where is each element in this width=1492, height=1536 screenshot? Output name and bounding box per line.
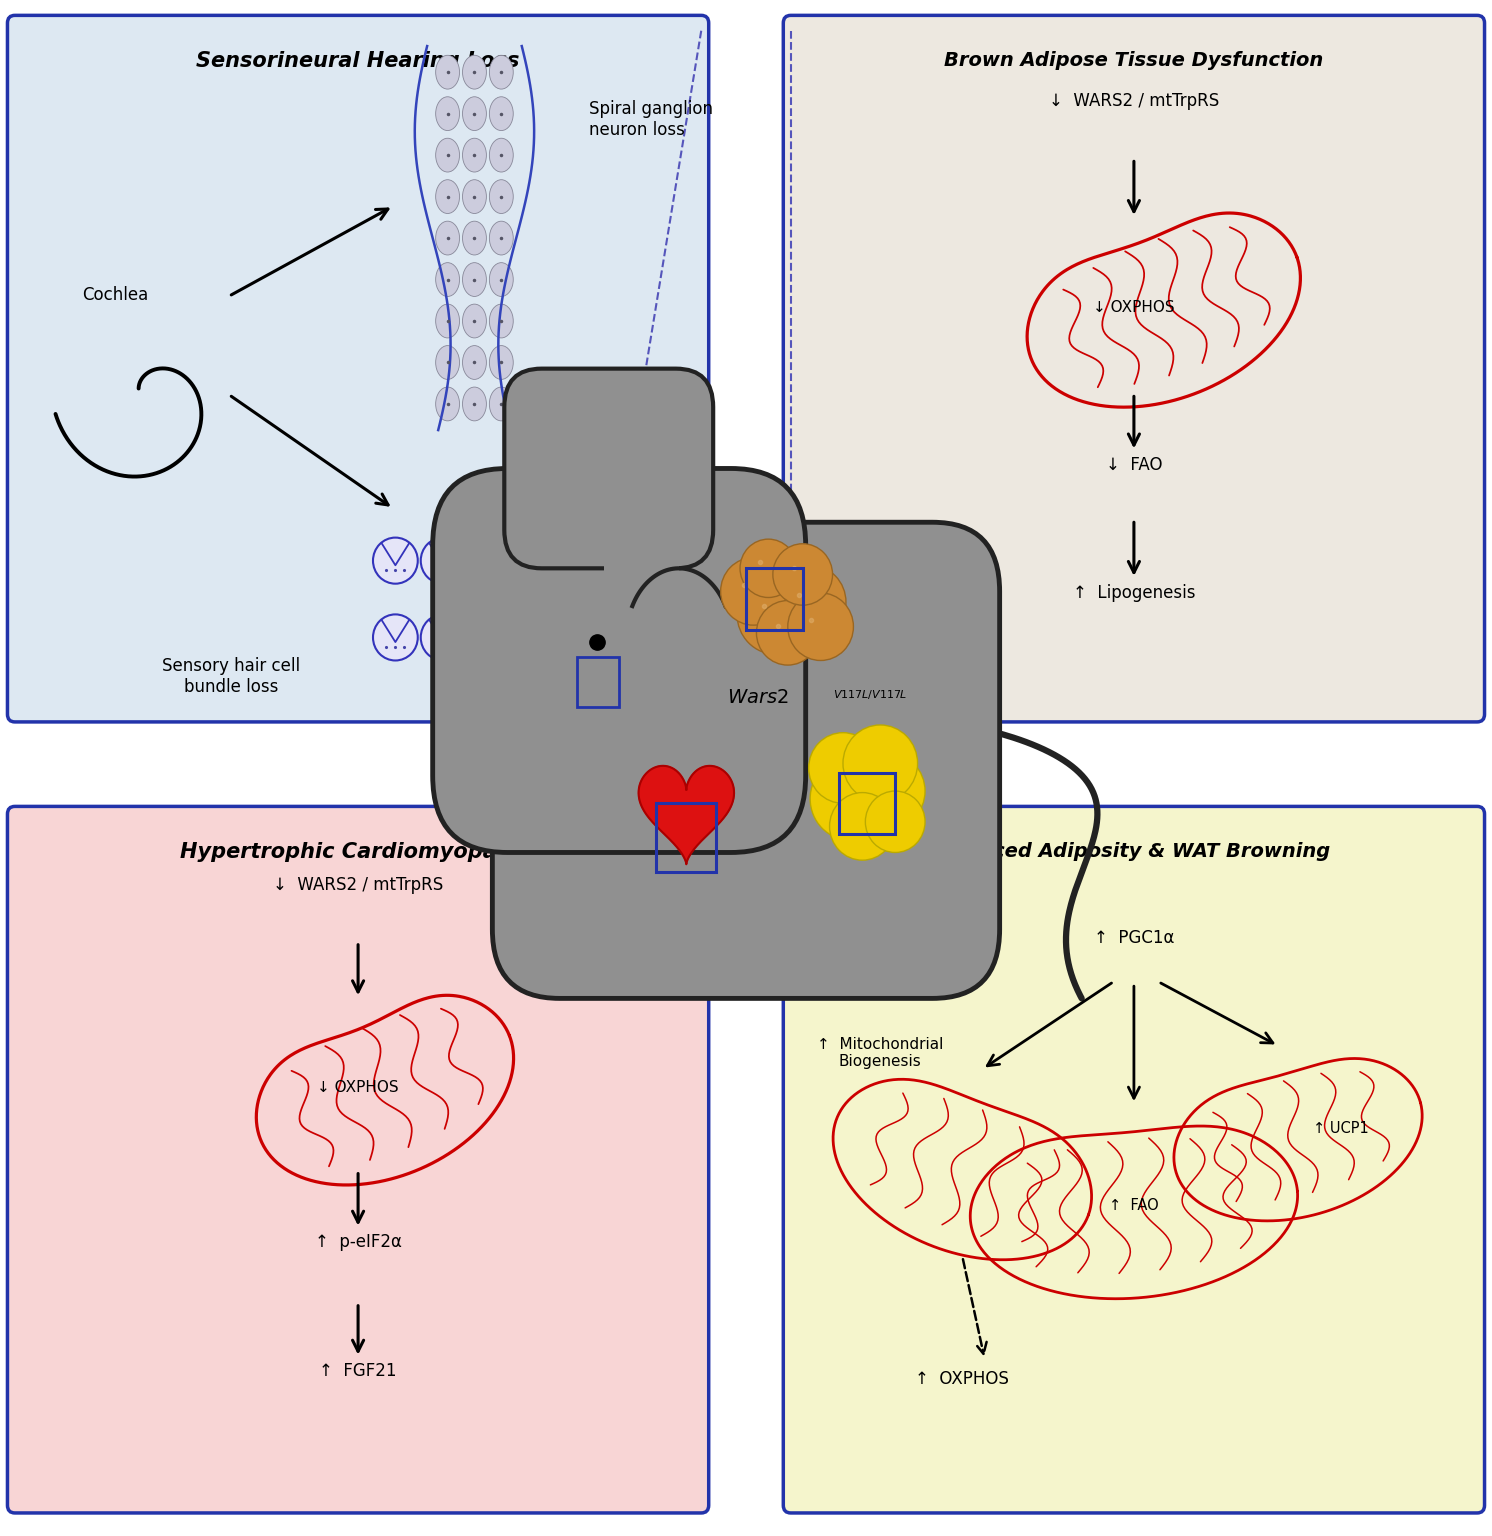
Ellipse shape bbox=[489, 346, 513, 379]
Text: ↑  OXPHOS: ↑ OXPHOS bbox=[916, 1370, 1009, 1389]
Bar bbox=[577, 657, 619, 707]
Ellipse shape bbox=[489, 387, 513, 421]
Ellipse shape bbox=[436, 180, 460, 214]
Ellipse shape bbox=[489, 263, 513, 296]
Ellipse shape bbox=[463, 180, 486, 214]
Circle shape bbox=[373, 538, 418, 584]
Circle shape bbox=[773, 544, 833, 605]
Ellipse shape bbox=[436, 97, 460, 131]
Bar bbox=[604, 553, 679, 753]
Circle shape bbox=[810, 757, 891, 840]
Ellipse shape bbox=[436, 387, 460, 421]
Circle shape bbox=[564, 538, 609, 584]
Circle shape bbox=[612, 614, 656, 660]
Text: ↑ UCP1: ↑ UCP1 bbox=[1313, 1121, 1368, 1137]
Circle shape bbox=[516, 538, 561, 584]
Ellipse shape bbox=[489, 97, 513, 131]
FancyBboxPatch shape bbox=[7, 806, 709, 1513]
Text: $\mathit{V117L/V117L}$: $\mathit{V117L/V117L}$ bbox=[833, 688, 907, 700]
Circle shape bbox=[612, 538, 656, 584]
Text: ↓  WARS2 / mtTrpRS: ↓ WARS2 / mtTrpRS bbox=[273, 876, 443, 894]
Text: Brown Adipose Tissue Dysfunction: Brown Adipose Tissue Dysfunction bbox=[944, 51, 1323, 69]
Ellipse shape bbox=[463, 304, 486, 338]
Ellipse shape bbox=[489, 221, 513, 255]
Circle shape bbox=[843, 725, 918, 802]
Text: Sensorineural Hearing Loss: Sensorineural Hearing Loss bbox=[197, 51, 519, 71]
Ellipse shape bbox=[489, 180, 513, 214]
Text: ↓ OXPHOS: ↓ OXPHOS bbox=[318, 1080, 398, 1095]
Bar bbox=[656, 803, 716, 872]
Text: ↑  FAO: ↑ FAO bbox=[1109, 1198, 1159, 1213]
Text: ↑  Mitochondrial
Biogenesis: ↑ Mitochondrial Biogenesis bbox=[818, 1037, 943, 1069]
Ellipse shape bbox=[463, 97, 486, 131]
Ellipse shape bbox=[436, 346, 460, 379]
Circle shape bbox=[809, 733, 877, 803]
FancyBboxPatch shape bbox=[504, 369, 713, 568]
Circle shape bbox=[865, 791, 925, 852]
Circle shape bbox=[421, 614, 466, 660]
Ellipse shape bbox=[436, 221, 460, 255]
Text: ↓  FAO: ↓ FAO bbox=[1106, 456, 1162, 475]
Ellipse shape bbox=[463, 263, 486, 296]
Circle shape bbox=[756, 601, 819, 665]
Ellipse shape bbox=[463, 221, 486, 255]
Text: ↑  Lipogenesis: ↑ Lipogenesis bbox=[1073, 584, 1195, 602]
Circle shape bbox=[850, 753, 925, 829]
Circle shape bbox=[721, 558, 786, 625]
Ellipse shape bbox=[489, 304, 513, 338]
Text: Hypertrophic Cardiomyopathy: Hypertrophic Cardiomyopathy bbox=[181, 842, 536, 862]
FancyBboxPatch shape bbox=[7, 15, 709, 722]
Bar bbox=[746, 568, 803, 630]
Text: Sensory hair cell
bundle loss: Sensory hair cell bundle loss bbox=[163, 657, 300, 696]
Ellipse shape bbox=[436, 304, 460, 338]
Ellipse shape bbox=[463, 387, 486, 421]
Text: Cochlea: Cochlea bbox=[82, 286, 148, 304]
Circle shape bbox=[830, 793, 895, 860]
Bar bbox=[839, 773, 895, 834]
Circle shape bbox=[774, 565, 846, 639]
Text: ↑  p-eIF2α: ↑ p-eIF2α bbox=[315, 1233, 401, 1252]
Circle shape bbox=[788, 593, 853, 660]
Text: ↑  FGF21: ↑ FGF21 bbox=[319, 1362, 397, 1381]
Circle shape bbox=[737, 574, 815, 654]
Ellipse shape bbox=[463, 55, 486, 89]
Text: ↑  PGC1α: ↑ PGC1α bbox=[1094, 929, 1174, 948]
Ellipse shape bbox=[489, 55, 513, 89]
Ellipse shape bbox=[436, 263, 460, 296]
Circle shape bbox=[421, 538, 466, 584]
Text: ↓ OXPHOS: ↓ OXPHOS bbox=[1094, 300, 1174, 315]
FancyBboxPatch shape bbox=[783, 806, 1485, 1513]
Circle shape bbox=[468, 614, 513, 660]
Ellipse shape bbox=[463, 138, 486, 172]
Circle shape bbox=[373, 614, 418, 660]
FancyBboxPatch shape bbox=[783, 15, 1485, 722]
Circle shape bbox=[468, 538, 513, 584]
Ellipse shape bbox=[436, 138, 460, 172]
Circle shape bbox=[516, 614, 561, 660]
Text: $\mathit{Wars2}$: $\mathit{Wars2}$ bbox=[727, 688, 789, 707]
FancyBboxPatch shape bbox=[492, 522, 1000, 998]
Text: Reduced Adiposity & WAT Browning: Reduced Adiposity & WAT Browning bbox=[938, 842, 1329, 860]
Polygon shape bbox=[639, 766, 734, 865]
FancyBboxPatch shape bbox=[433, 468, 806, 852]
Ellipse shape bbox=[436, 55, 460, 89]
Ellipse shape bbox=[463, 346, 486, 379]
Text: Spiral ganglion
neuron loss: Spiral ganglion neuron loss bbox=[589, 100, 713, 138]
Text: ↓  WARS2 / mtTrpRS: ↓ WARS2 / mtTrpRS bbox=[1049, 92, 1219, 111]
Circle shape bbox=[564, 614, 609, 660]
Ellipse shape bbox=[489, 138, 513, 172]
Circle shape bbox=[740, 539, 797, 598]
